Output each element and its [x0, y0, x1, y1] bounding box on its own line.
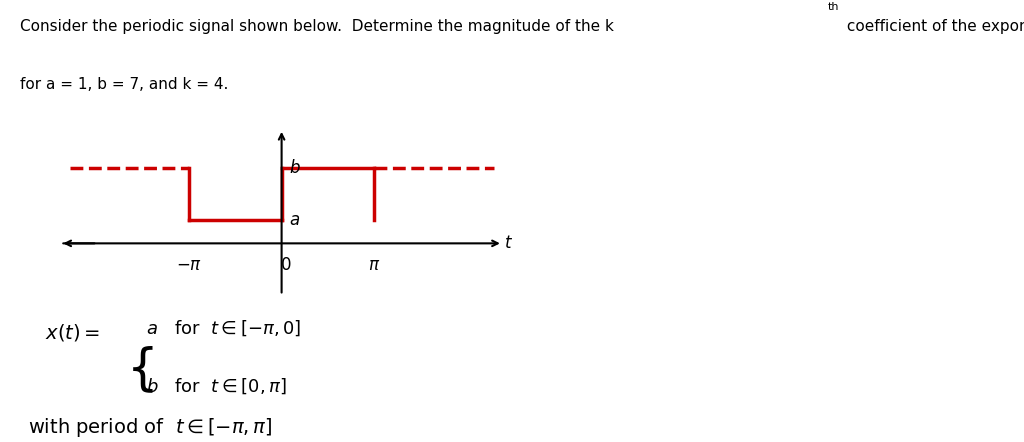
Text: $\pi$: $\pi$: [368, 256, 380, 274]
Text: $b$   for  $t \in [0, \pi]$: $b$ for $t \in [0, \pi]$: [146, 377, 287, 396]
Text: th: th: [827, 3, 839, 12]
Text: {: {: [127, 345, 159, 393]
Text: $x(t) =$: $x(t) =$: [45, 322, 100, 343]
Text: $-\pi$: $-\pi$: [176, 256, 203, 274]
Text: Consider the periodic signal shown below.  Determine the magnitude of the k: Consider the periodic signal shown below…: [20, 19, 614, 34]
Text: coefficient of the exponential Fourier Series,: coefficient of the exponential Fourier S…: [842, 19, 1024, 34]
Text: with period of  $t \in [-\pi, \pi]$: with period of $t \in [-\pi, \pi]$: [29, 416, 272, 439]
Text: a: a: [289, 211, 299, 229]
Text: $a$   for  $t \in [-\pi, 0]$: $a$ for $t \in [-\pi, 0]$: [146, 319, 302, 338]
Text: b: b: [289, 160, 299, 178]
Text: t: t: [505, 234, 511, 252]
Text: 0: 0: [281, 256, 292, 274]
Text: for a = 1, b = 7, and k = 4.: for a = 1, b = 7, and k = 4.: [20, 77, 228, 92]
